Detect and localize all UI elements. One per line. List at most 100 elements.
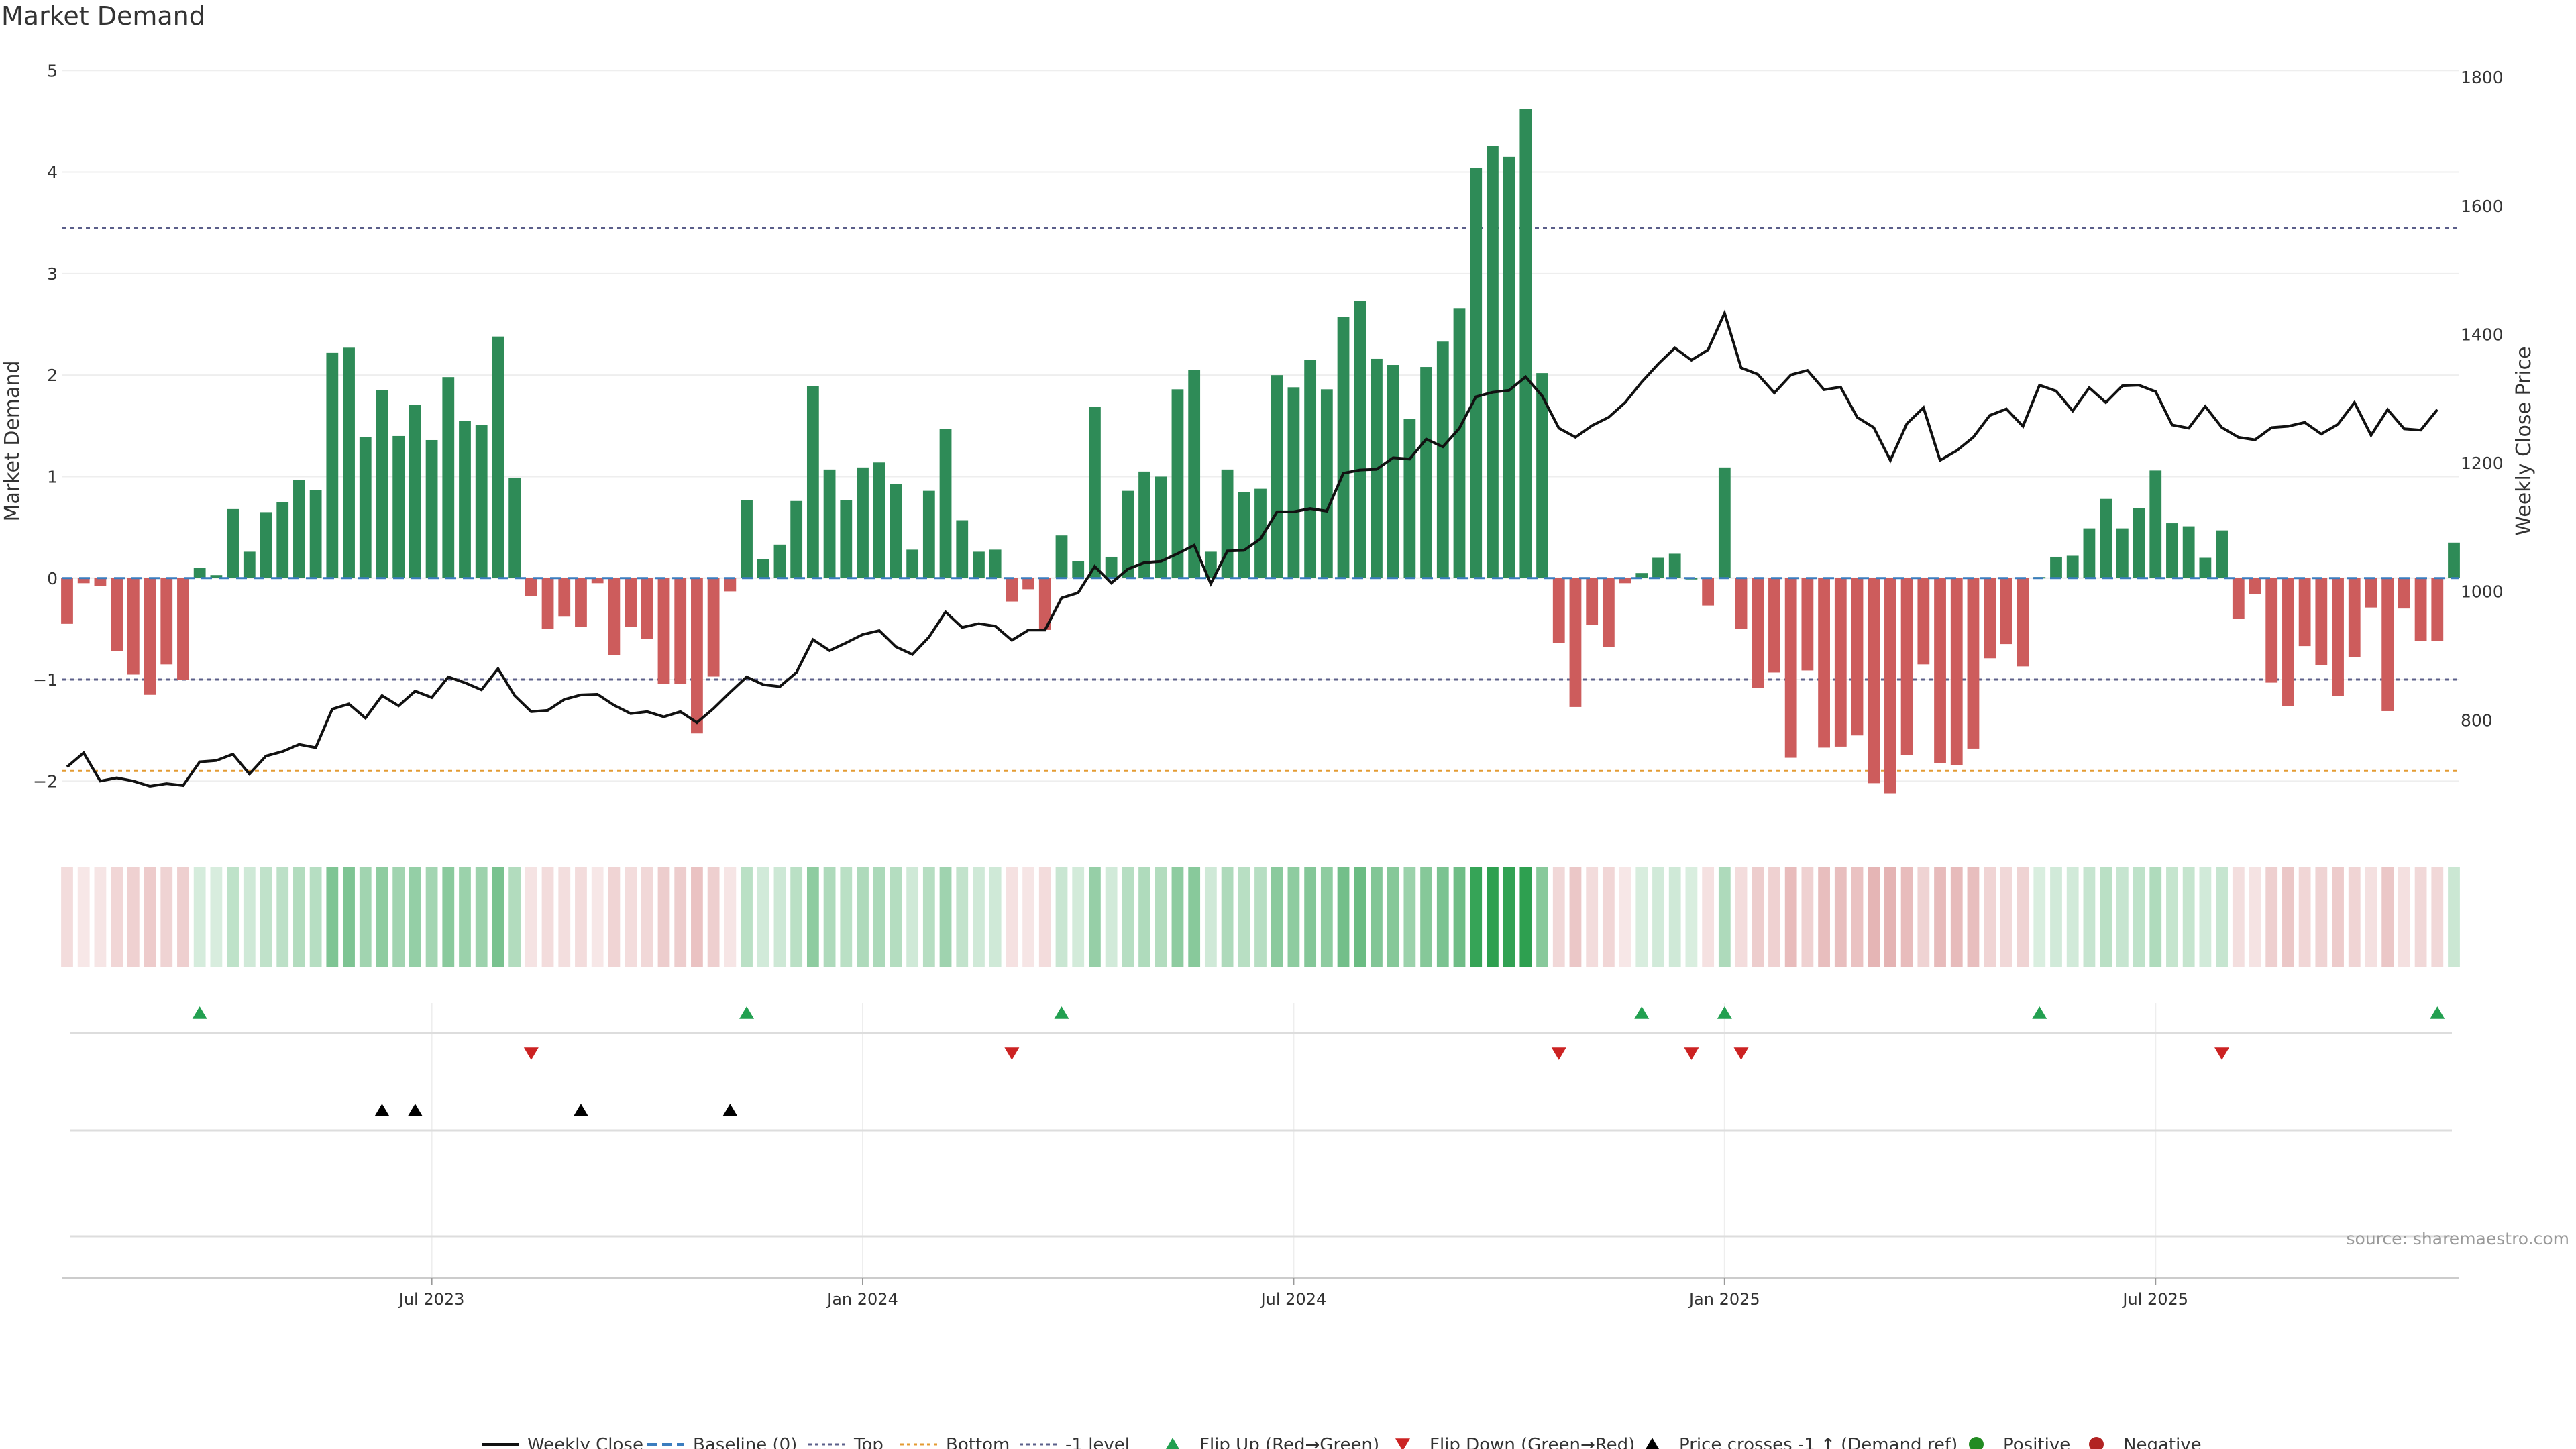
- price-line: [66, 309, 2438, 788]
- demand-bar: [409, 405, 421, 578]
- strip-cell: [657, 867, 670, 967]
- demand-bar: [144, 578, 156, 695]
- legend-label-baseline: Baseline (0): [693, 1435, 797, 1449]
- right-tick-label: 1800: [2461, 68, 2504, 87]
- strip-cell: [359, 867, 372, 967]
- demand-bar: [1784, 578, 1797, 758]
- demand-bar: [790, 500, 803, 578]
- strip-cell: [177, 867, 189, 967]
- demand-bar: [1900, 578, 1913, 755]
- demand-bar: [1337, 317, 1350, 578]
- strip-cell: [2448, 867, 2460, 967]
- strip-cell: [989, 867, 1002, 967]
- strip-cell: [2116, 867, 2129, 967]
- demand-bar: [392, 435, 405, 578]
- strip-cell: [1818, 867, 1830, 967]
- strip-cell: [773, 867, 786, 967]
- strip-cell: [2199, 867, 2212, 967]
- price-cross-marker: [407, 1104, 423, 1116]
- strip-cell: [1652, 867, 1664, 967]
- strip-cell: [1354, 867, 1366, 967]
- strip-cell: [2398, 867, 2410, 967]
- strip-cell: [1602, 867, 1615, 967]
- demand-bar: [1188, 370, 1201, 578]
- demand-bar: [61, 578, 73, 624]
- flip-down-marker: [1004, 1047, 1020, 1060]
- demand-bar: [1254, 488, 1267, 578]
- strip-cell: [939, 867, 952, 967]
- strip-cell: [1735, 867, 1748, 967]
- strip-cell: [641, 867, 653, 967]
- demand-bar: [1917, 578, 1930, 665]
- strip-cell: [475, 867, 488, 967]
- strip-cell: [2133, 867, 2145, 967]
- strip-cell: [1155, 867, 1167, 967]
- demand-bar: [1204, 551, 1217, 578]
- strip-cell: [1453, 867, 1466, 967]
- flip-up-marker: [192, 1006, 207, 1019]
- demand-bar: [1287, 387, 1300, 578]
- strip-cell: [1122, 867, 1134, 967]
- demand-bar: [1718, 467, 1731, 578]
- strip-cell: [227, 867, 239, 967]
- demand-bar: [1006, 578, 1018, 602]
- flip-up-marker: [1054, 1006, 1069, 1019]
- flip-down-marker: [1684, 1047, 1699, 1060]
- strip-cell: [1668, 867, 1681, 967]
- strip-cell: [2182, 867, 2195, 967]
- strip-cell: [1089, 867, 1101, 967]
- demand-bar: [1304, 360, 1317, 578]
- strip-cell: [2066, 867, 2079, 967]
- demand-bar: [1171, 389, 1184, 578]
- strip-cell: [1470, 867, 1483, 967]
- demand-bar: [1818, 578, 1830, 748]
- demand-bar: [1072, 561, 1085, 578]
- strip-cell: [1984, 867, 1996, 967]
- strip-cell: [2000, 867, 2012, 967]
- strip-cell: [508, 867, 521, 967]
- demand-bar: [1354, 301, 1366, 578]
- demand-bar: [492, 336, 504, 578]
- strip-cell: [1884, 867, 1896, 967]
- demand-bar: [326, 352, 339, 578]
- strip-cell: [1238, 867, 1250, 967]
- left-tick-label: −2: [33, 771, 58, 791]
- demand-bar: [1635, 573, 1648, 578]
- price-cross-marker: [573, 1104, 588, 1116]
- demand-bar: [309, 490, 322, 578]
- left-axis-label: Market Demand: [1, 361, 24, 522]
- demand-bar: [2199, 557, 2212, 578]
- demand-bar: [1851, 578, 1864, 736]
- demand-bar: [2000, 578, 2012, 645]
- demand-bar: [1238, 492, 1250, 578]
- strip-cell: [276, 867, 289, 967]
- legend-label-weekly-close: Weekly Close: [527, 1435, 643, 1449]
- strip-cell: [1950, 867, 1963, 967]
- strip-cell: [243, 867, 256, 967]
- demand-bar: [1552, 578, 1565, 643]
- demand-bar: [773, 544, 786, 578]
- price-cross-marker: [722, 1104, 738, 1116]
- strip-cell: [459, 867, 471, 967]
- demand-bar: [2282, 578, 2294, 706]
- x-tick-label: Jul 2024: [1260, 1290, 1327, 1309]
- source-text: source: sharemaestro.com: [2347, 1229, 2570, 1248]
- strip-cell: [608, 867, 621, 967]
- demand-bar: [1403, 419, 1416, 578]
- strip-cell: [1619, 867, 1631, 967]
- demand-bar: [94, 578, 107, 586]
- demand-bar: [1569, 578, 1582, 707]
- strip-cell: [840, 867, 853, 967]
- demand-bar: [2017, 578, 2029, 667]
- strip-cell: [1487, 867, 1499, 967]
- strip-cell: [111, 867, 123, 967]
- demand-bar: [1967, 578, 1980, 749]
- strip-cell: [1188, 867, 1201, 967]
- strip-cell: [1436, 867, 1449, 967]
- strip-cell: [2216, 867, 2228, 967]
- left-tick-label: 2: [47, 366, 58, 385]
- demand-bar: [243, 551, 256, 578]
- demand-bar: [1752, 578, 1764, 688]
- strip-cell: [591, 867, 604, 967]
- legend-label-flip-up: Flip Up (Red→Green): [1199, 1435, 1379, 1449]
